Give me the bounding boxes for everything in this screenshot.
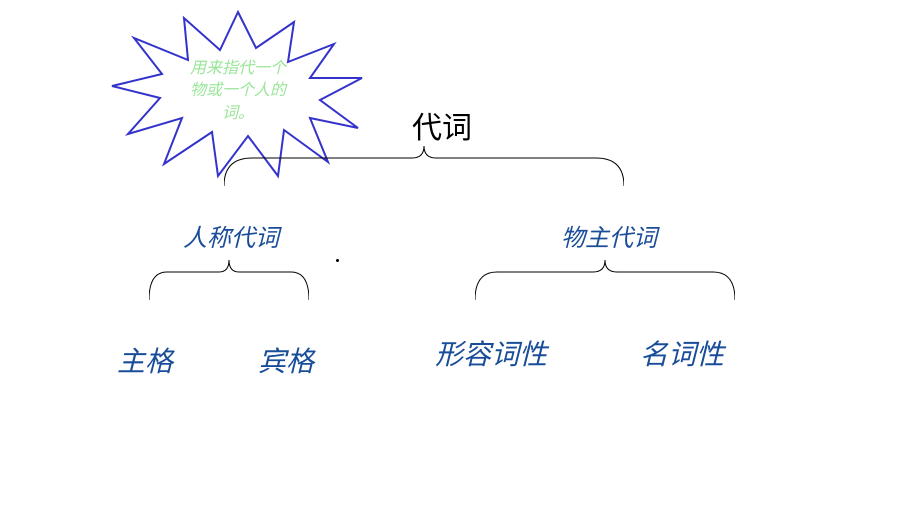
- brace-personal: [149, 260, 309, 300]
- leaf-subjective: 主格: [117, 340, 173, 380]
- branch-possessive: 物主代词: [561, 218, 657, 253]
- branch-personal: 人称代词: [183, 218, 279, 253]
- leaf-nominal: 名词性: [640, 333, 724, 373]
- callout-line-3: 词。: [190, 103, 286, 125]
- decorative-dot: [336, 259, 339, 262]
- callout-text: 用来指代一个 物或一个人的 词。: [190, 58, 286, 125]
- root-title: 代词: [412, 103, 472, 147]
- brace-root: [224, 146, 624, 186]
- leaf-adjectival: 形容词性: [435, 333, 547, 373]
- callout-line-2: 物或一个人的: [190, 80, 286, 102]
- leaf-objective: 宾格: [258, 340, 314, 380]
- brace-possessive: [475, 260, 735, 300]
- callout-line-1: 用来指代一个: [190, 58, 286, 80]
